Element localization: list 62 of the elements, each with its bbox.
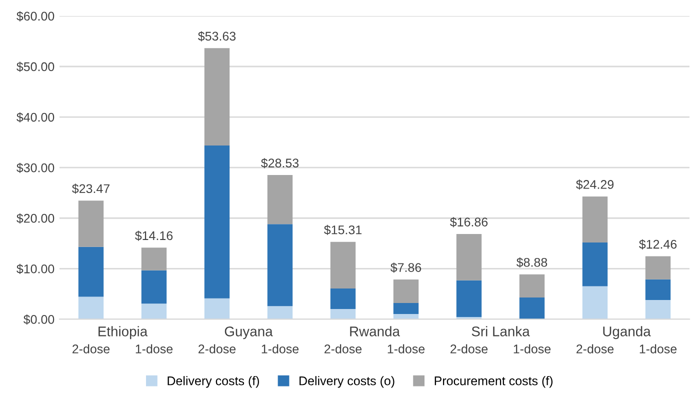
bar <box>582 242 608 286</box>
bar <box>267 175 293 224</box>
bar <box>393 279 419 304</box>
text: Sri Lanka <box>472 326 530 336</box>
bar <box>267 306 293 320</box>
y-tick-label: $20.00 <box>16 213 54 224</box>
bar <box>141 248 167 270</box>
text: Uganda <box>603 326 651 340</box>
total-label: $24.29 <box>576 180 614 190</box>
bar <box>78 200 104 247</box>
total-label: $8.88 <box>516 257 548 268</box>
bar <box>141 304 167 320</box>
total-label: $15.31 <box>324 224 362 236</box>
text: Rwanda <box>350 326 400 336</box>
bar <box>141 270 167 304</box>
x-tick-label: 1-dose <box>388 344 425 354</box>
x-tick-label: 1-dose <box>640 344 677 354</box>
bar <box>456 280 482 318</box>
total-label: $12.46 <box>639 239 677 250</box>
x-tick-label: 1-dose <box>262 344 299 354</box>
bar <box>204 298 230 320</box>
total-label: $28.53 <box>261 158 299 168</box>
bar <box>393 303 419 314</box>
text: Guyana <box>224 326 273 340</box>
x-tick-label: 2-dose <box>72 344 110 354</box>
total-label: $23.47 <box>72 184 110 194</box>
bar <box>78 246 104 297</box>
y-tick-label: $0.00 <box>23 314 54 325</box>
x-tick-label: 1-dose <box>514 344 551 354</box>
bar <box>204 146 230 298</box>
y-tick-label: $30.00 <box>16 162 54 173</box>
x-tick-label: 2-dose <box>576 344 614 354</box>
bar <box>330 242 356 288</box>
text: Ethiopia <box>98 326 148 340</box>
total-label: $16.86 <box>450 217 488 228</box>
bar <box>330 288 356 309</box>
bar <box>519 297 545 320</box>
bar <box>645 300 671 320</box>
legend-label: Delivery costs (f) <box>168 376 260 388</box>
x-tick-label: 2-dose <box>450 344 488 354</box>
total-label: $14.16 <box>135 230 173 241</box>
bar <box>204 48 230 146</box>
bar <box>645 279 671 300</box>
bar <box>519 274 545 298</box>
bar <box>330 308 356 320</box>
legend-label: Procurement costs (f) <box>434 376 553 388</box>
bar <box>78 296 104 320</box>
total-label: $7.86 <box>390 262 422 273</box>
x-tick-label: 2-dose <box>198 344 236 354</box>
x-tick-label: 2-dose <box>324 344 362 354</box>
bar <box>582 286 608 320</box>
y-tick-label: $60.00 <box>16 11 54 22</box>
y-tick-label: $40.00 <box>16 112 54 122</box>
total-label: $53.63 <box>198 31 236 42</box>
x-tick-label: 1-dose <box>136 344 173 354</box>
y-tick-label: $10.00 <box>16 264 54 274</box>
bar <box>645 256 671 280</box>
y-tick-label: $50.00 <box>16 62 54 72</box>
bar <box>267 224 293 306</box>
bar <box>456 234 482 280</box>
legend-label: Delivery costs (o) <box>300 376 394 388</box>
bar <box>582 196 608 242</box>
